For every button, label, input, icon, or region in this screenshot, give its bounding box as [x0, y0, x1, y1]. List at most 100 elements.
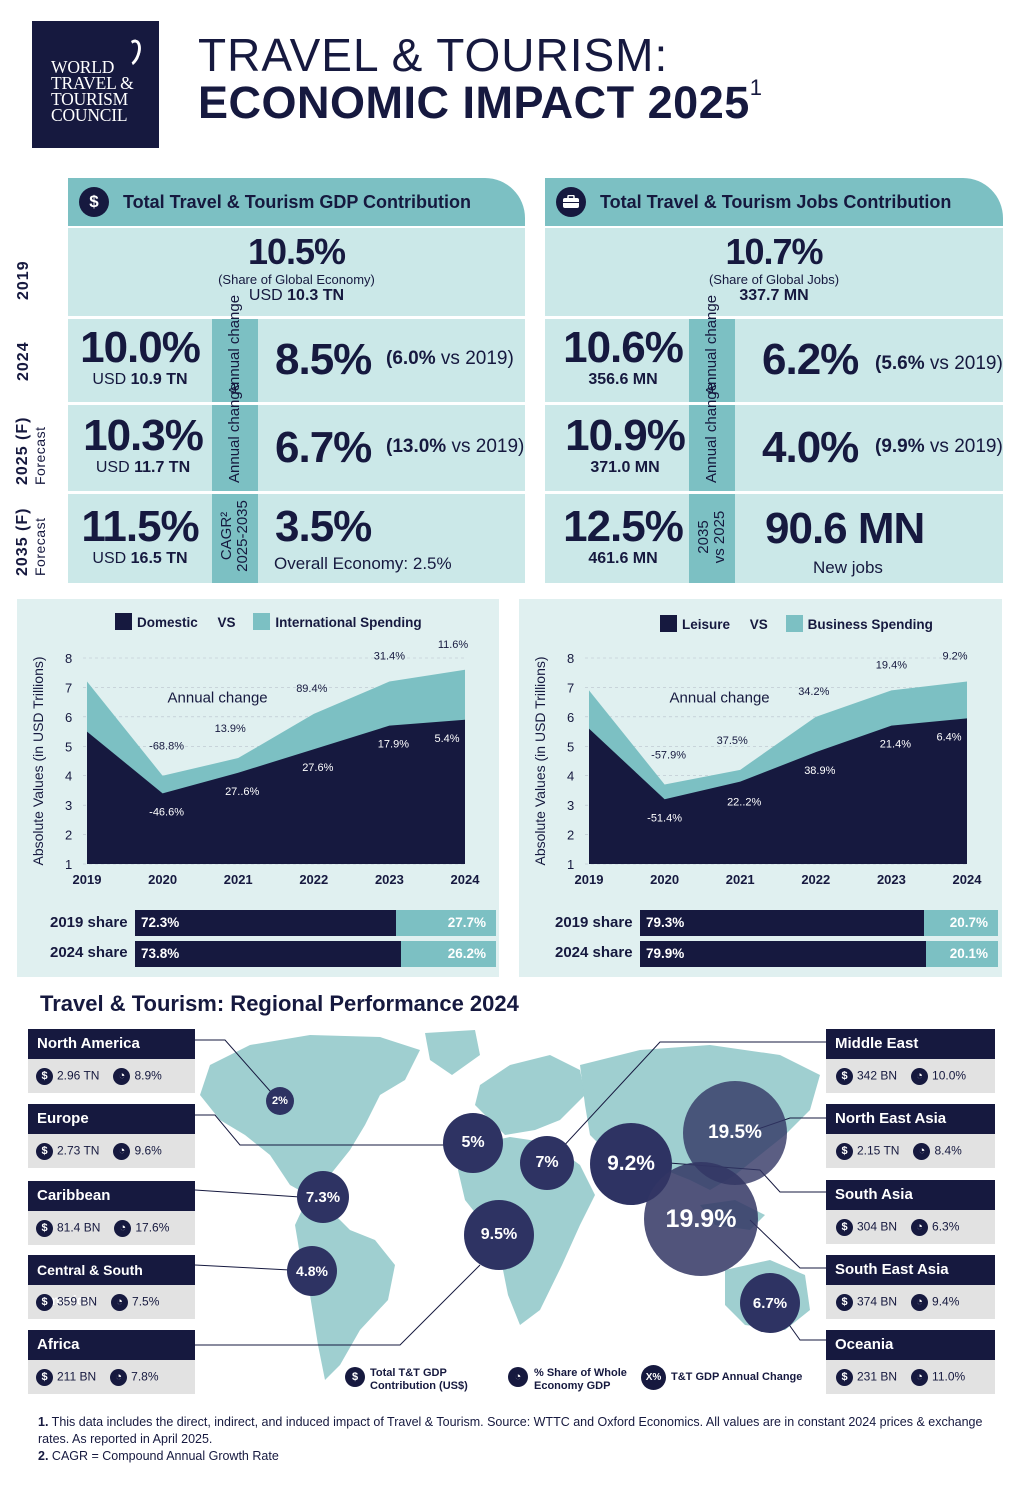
jobs-2019-box: 10.7% (Share of Global Jobs) 337.7 MN [545, 228, 1003, 316]
legend-swatch-domestic [115, 613, 132, 630]
data-label-domestic: -46.6% [149, 806, 184, 818]
bubble-central-south-america: 4.8% [287, 1246, 337, 1296]
gdp-2035-cagr: 3.5% [275, 502, 372, 551]
y-tick-label: 5 [567, 739, 574, 754]
gdp-2024-share: 10.0% USD 10.9 TN [68, 325, 212, 389]
dollar-icon: $ [345, 1367, 365, 1387]
jobs-2025-value: 10.9% [565, 411, 686, 460]
bubble-caribbean: 7.3% [297, 1171, 349, 1223]
title-footnote-ref: 1 [749, 75, 763, 100]
gdp-2025-value: 10.3% [83, 411, 204, 460]
x-tick-label: 2022 [801, 872, 830, 887]
x-tick-label: 2023 [877, 872, 906, 887]
data-label-leisure: 21.4% [880, 739, 911, 751]
dollar-icon: $ [36, 1369, 53, 1386]
region-card-north-east-asia: North East Asia $2.15 TN ◔ 8.4% [826, 1104, 995, 1168]
gdp-2024-value: 10.0% [80, 323, 201, 372]
connector-europe [195, 1114, 470, 1146]
share-label-2024: 2024 share [50, 944, 128, 961]
y-tick-label: 5 [65, 739, 72, 754]
jobs-2035-value: 12.5% [563, 502, 684, 551]
x-tick-label: 2024 [953, 872, 983, 887]
row-label-2035: 2035 (F) Forecast [14, 507, 48, 576]
gdp-2035-usd: USD 16.5 TN [92, 550, 188, 567]
pie-icon: ◔ [111, 1294, 129, 1311]
data-label-business-spending: 37.5% [717, 735, 748, 747]
chart-domestic-vs-international: Absolute Values (in USD Trillions) 1 2 3 4 5 6… [30, 640, 480, 887]
y-tick-label: 3 [567, 798, 574, 813]
footnote-2: 2. CAGR = Compound Annual Growth Rate [38, 1449, 279, 1463]
strip-label: CAGR² 2025-2035 [218, 500, 251, 572]
region-name: Europe [28, 1104, 195, 1134]
jobs-2024-vs: (5.6% vs 2019) [875, 353, 1003, 374]
y-tick-label: 8 [65, 651, 72, 666]
page-title-line1: TRAVEL & TOURISM: [198, 29, 669, 81]
share-bar-segment-b: 20.1% [926, 941, 998, 967]
gdp-2019-note: (Share of Global Economy) [218, 272, 375, 287]
x-tick-label: 2021 [224, 872, 253, 887]
row-label-2024: 2024 [15, 341, 32, 381]
y-axis-label: Absolute Values (in USD Trillions) [532, 656, 548, 865]
gdp-2035-share: 11.5% USD 16.5 TN [68, 504, 212, 568]
jobs-2024-share: 10.6% 356.6 MN [545, 325, 701, 389]
data-label-leisure: 38.9% [804, 765, 835, 777]
y-tick-label: 4 [65, 769, 72, 784]
data-label-domestic: 17.9% [378, 739, 409, 751]
region-card-caribbean: Caribbean $81.4 BN ◔ 17.6% [28, 1181, 195, 1245]
data-label-leisure: 22..2% [727, 797, 761, 809]
jobs-2035-share: 12.5% 461.6 MN [545, 504, 701, 568]
legend-swatch-business [785, 615, 803, 632]
legend-gdp: $ Total T&T GDP Contribution (US$) [345, 1367, 475, 1393]
region-card-oceania: Oceania $231 BN ◔ 11.0% [826, 1330, 995, 1394]
data-label-leisure: -51.4% [647, 812, 682, 824]
map-south-america [295, 1197, 395, 1380]
dollar-icon: $ [36, 1068, 53, 1085]
data-label-international-spending: 11.6% [438, 640, 469, 651]
region-name: Middle East [826, 1029, 995, 1059]
region-stats: $2.73 TN ◔ 9.6% [28, 1134, 195, 1168]
data-label-international-spending: 31.4% [374, 651, 405, 663]
gdp-2019-value: 10.5% [247, 231, 346, 272]
jobs-2025-vs: (9.9% vs 2019) [875, 436, 1003, 457]
x-tick-label: 2022 [299, 872, 328, 887]
y-tick-label: 7 [567, 680, 574, 695]
jobs-2035-box: 12.5% 461.6 MN 2035 vs 2025 90.6 MN New j… [545, 494, 1003, 583]
logo-line: COUNCIL [51, 105, 128, 125]
data-label-business-spending: 34.2% [798, 686, 829, 698]
connector-africa [195, 1264, 481, 1346]
jobs-2024-mn: 356.6 MN [588, 371, 658, 388]
dollar-icon: $ [36, 1220, 53, 1237]
region-stats: $2.96 TN ◔ 8.9% [28, 1059, 195, 1093]
logo-line: WORLD [51, 57, 115, 77]
jobs-2025-share: 10.9% 371.0 MN [545, 413, 705, 477]
share-bar-segment-b: 20.7% [923, 910, 998, 936]
connector-middle-east [559, 1041, 826, 1151]
map-greenland [425, 1030, 480, 1075]
jobs-2024-strip: Annual change [689, 295, 735, 402]
gdp-2025-strip: Annual change [212, 383, 258, 491]
y-tick-label: 1 [567, 857, 574, 872]
connector-caribbean [194, 1189, 301, 1198]
bubble-south-asia: 9.2% [590, 1123, 672, 1205]
y-tick-label: 8 [567, 651, 574, 666]
share-bar-2019: 72.3% 27.7% [135, 910, 496, 936]
row-label-2019: 2019 [15, 260, 32, 300]
connector-central-south-america [194, 1264, 291, 1271]
data-label-international-spending: 89.4% [296, 683, 327, 695]
gdp-2019-usd: USD 10.3 TN [248, 287, 345, 304]
data-label-business-spending: -57.9% [651, 750, 686, 762]
share-bar-segment-a: 79.3% [640, 910, 924, 936]
bubble-south-east-asia: 19.9% [644, 1162, 758, 1276]
chart1-legend: Domestic VS International Spending [115, 613, 422, 630]
legend-change: X% T&T GDP Annual Change [641, 1365, 802, 1390]
x-tick-label: 2019 [575, 872, 604, 887]
y-tick-label: 6 [65, 710, 72, 725]
region-card-south-asia: South Asia $304 BN ◔ 6.3% [826, 1180, 995, 1244]
wttc-logo: WORLD TRAVEL & TOURISM COUNCIL [32, 21, 159, 148]
gdp-2024-change: 8.5% [275, 335, 372, 384]
share-label-2024: 2024 share [555, 944, 633, 961]
y-axis-label: Absolute Values (in USD Trillions) [30, 656, 46, 865]
share-bar-segment-a: 72.3% [135, 910, 396, 936]
y-tick-label: 3 [65, 798, 72, 813]
change-bubble-icon: X% [641, 1365, 666, 1390]
